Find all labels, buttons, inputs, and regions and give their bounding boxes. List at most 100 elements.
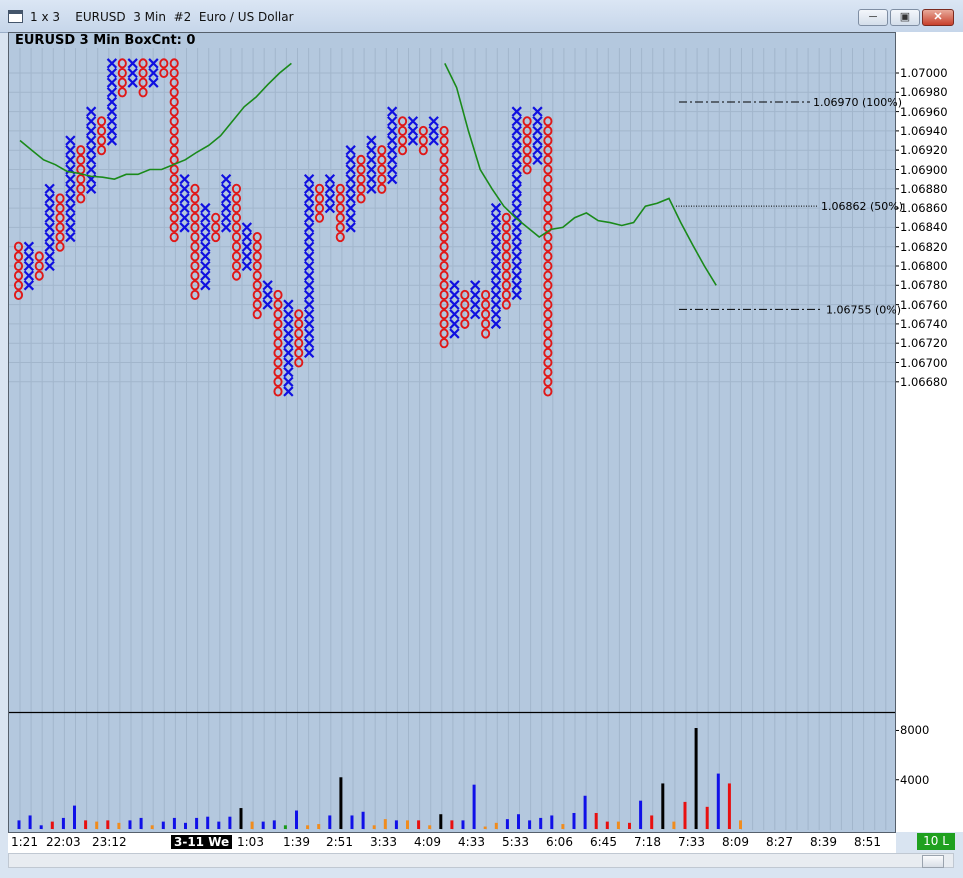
- maximize-button[interactable]: ▣: [890, 9, 920, 26]
- x-box: [44, 260, 55, 272]
- o-column: [439, 125, 449, 349]
- x-box: [44, 193, 55, 204]
- x-box: [127, 58, 138, 69]
- volume-bar: [128, 820, 132, 829]
- volume-bar: [295, 810, 298, 829]
- o-box: [117, 67, 127, 79]
- o-box: [543, 193, 553, 204]
- x-box: [241, 241, 253, 252]
- x-box: [490, 309, 502, 320]
- minimize-button[interactable]: ─: [858, 9, 888, 26]
- volume-bar: [117, 822, 121, 829]
- x-box: [511, 116, 522, 127]
- price-axis-label: 1.06700: [900, 355, 948, 370]
- o-box: [138, 58, 148, 69]
- horizontal-scrollbar[interactable]: [8, 853, 954, 868]
- o-column: [96, 116, 107, 156]
- x-box: [283, 386, 294, 397]
- o-box: [439, 299, 449, 310]
- o-box: [481, 299, 491, 310]
- moving-average-line: [19, 62, 292, 180]
- o-box: [501, 270, 511, 281]
- app-window-icon[interactable]: [8, 10, 23, 23]
- o-box: [231, 260, 242, 272]
- x-box: [345, 222, 356, 233]
- x-box: [179, 173, 190, 185]
- volume-bar: [417, 820, 421, 829]
- volume-bar: [683, 801, 687, 829]
- x-box: [449, 280, 460, 291]
- x-box: [511, 164, 522, 175]
- o-box: [252, 289, 262, 301]
- o-box: [543, 357, 553, 368]
- scrollbar-thumb[interactable]: [922, 855, 944, 868]
- o-box: [76, 174, 86, 185]
- x-box: [65, 212, 76, 223]
- o-box: [190, 289, 200, 301]
- time-axis-label: 1:39: [283, 835, 310, 849]
- x-box: [407, 116, 419, 127]
- close-button[interactable]: ✕: [922, 9, 954, 26]
- o-box: [501, 231, 511, 243]
- x-column: [470, 280, 481, 320]
- o-box: [190, 241, 200, 252]
- x-box: [200, 231, 211, 243]
- x-box: [345, 193, 356, 204]
- o-box: [439, 212, 449, 223]
- volume-bar: [539, 817, 543, 829]
- o-column: [522, 116, 532, 175]
- volume-bar: [139, 817, 143, 829]
- o-box: [543, 367, 553, 378]
- x-column: [148, 58, 159, 88]
- x-box: [345, 154, 356, 166]
- x-box: [127, 67, 138, 79]
- volume-bar: [583, 795, 587, 829]
- o-box: [543, 338, 553, 349]
- x-box: [220, 183, 232, 194]
- o-box: [501, 299, 511, 310]
- o-column: [460, 289, 470, 329]
- o-box: [159, 58, 169, 69]
- volume-bar: [372, 825, 376, 829]
- o-box: [439, 154, 449, 165]
- o-box: [335, 193, 345, 204]
- time-axis-label: 8:51: [854, 835, 881, 849]
- o-box: [543, 135, 553, 146]
- x-box: [449, 309, 460, 320]
- volume-bar: [172, 817, 176, 829]
- o-box: [543, 376, 553, 387]
- status-badge[interactable]: 10 L: [917, 833, 955, 850]
- o-box: [439, 309, 449, 320]
- x-box: [511, 135, 522, 146]
- price-axis-label: 1.06680: [900, 374, 948, 389]
- o-box: [231, 193, 242, 204]
- time-axis-label: 5:33: [502, 835, 529, 849]
- o-box: [273, 376, 283, 387]
- x-box: [324, 183, 336, 194]
- maximize-icon: ▣: [899, 11, 911, 23]
- o-box: [273, 347, 283, 358]
- o-box: [55, 222, 65, 233]
- x-box: [303, 299, 315, 310]
- volume-bar: [505, 819, 509, 829]
- o-box: [481, 318, 491, 329]
- o-box: [231, 203, 242, 214]
- x-box: [511, 154, 522, 166]
- x-box: [511, 193, 522, 204]
- o-box: [211, 222, 221, 233]
- volume-bar: [494, 822, 498, 829]
- x-box: [220, 212, 232, 223]
- o-box: [117, 77, 127, 88]
- x-box: [44, 183, 55, 194]
- o-column: [273, 289, 283, 397]
- chart-header-label: EURUSD 3 Min BoxCnt: 0: [15, 33, 196, 48]
- o-box: [273, 289, 283, 301]
- time-axis-label: 22:03: [46, 835, 81, 849]
- x-box: [44, 222, 55, 233]
- o-box: [439, 135, 449, 146]
- o-box: [273, 328, 283, 339]
- o-box: [439, 338, 449, 349]
- x-column: [387, 106, 398, 185]
- o-box: [76, 183, 86, 194]
